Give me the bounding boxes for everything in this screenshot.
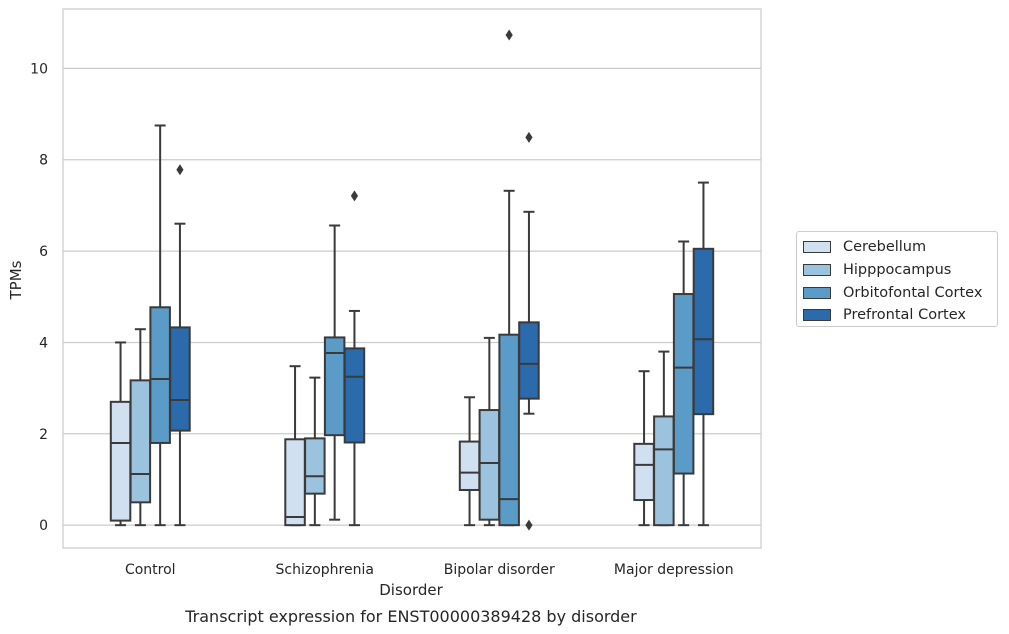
iqr-box	[672, 293, 695, 475]
legend-label: Orbitofontal Cortex	[843, 284, 983, 301]
iqr-box	[518, 321, 540, 400]
outlier-point	[525, 131, 533, 143]
legend: Cerebellum Hipppocampus Orbitofontal Corte…	[796, 231, 998, 327]
iqr-box	[692, 247, 715, 416]
iqr-box	[458, 440, 481, 491]
legend-label: Hipppocampus	[843, 262, 952, 279]
outlier-point	[350, 190, 359, 202]
x-tick-label: Control	[125, 562, 176, 578]
legend-item: Orbitofontal Cortex	[803, 281, 997, 304]
box-hipppocampus	[129, 328, 152, 527]
box-prefrontal-cortex	[518, 131, 540, 531]
chart-caption: Transcript expression for ENST0000038942…	[184, 607, 637, 626]
box-cerebellum	[109, 341, 132, 527]
y-tick-label: 0	[39, 518, 48, 534]
legend-item: Prefrontal Cortex	[803, 304, 997, 327]
y-tick-label: 6	[39, 244, 48, 260]
box-orbitofontal-cortex	[498, 29, 520, 527]
iqr-box	[343, 347, 366, 444]
iqr-box	[169, 326, 191, 432]
iqr-box	[633, 442, 655, 502]
legend-swatch	[803, 286, 831, 299]
box-prefrontal-cortex	[169, 164, 191, 527]
legend-swatch	[803, 309, 831, 322]
box-series	[109, 29, 715, 531]
iqr-box	[109, 400, 132, 522]
legend-item: Cerebellum	[803, 236, 997, 259]
iqr-box	[149, 306, 171, 444]
y-axis-ticks: 0 2 4 6 8 10	[30, 61, 48, 534]
y-tick-label: 2	[39, 427, 48, 443]
y-tick-label: 10	[30, 61, 48, 77]
iqr-box	[498, 333, 520, 527]
legend-item: Hipppocampus	[803, 259, 997, 282]
x-axis-ticks: Control Schizophrenia Bipolar disorder Majo…	[125, 562, 734, 578]
x-tick-label: Bipolar disorder	[444, 562, 555, 578]
box-orbitofontal-cortex	[672, 240, 695, 527]
iqr-box	[653, 415, 675, 527]
iqr-box	[129, 379, 152, 504]
legend-label: Prefrontal Cortex	[843, 307, 966, 324]
y-tick-label: 8	[39, 153, 48, 169]
box-cerebellum	[633, 370, 655, 527]
box-orbitofontal-cortex	[323, 224, 346, 521]
iqr-box	[284, 438, 306, 527]
iqr-box	[304, 437, 326, 495]
x-axis-label: Disorder	[379, 581, 443, 599]
box-hipppocampus	[304, 376, 326, 527]
x-tick-label: Schizophrenia	[276, 562, 374, 578]
box-hipppocampus	[478, 336, 501, 527]
legend-label: Cerebellum	[843, 239, 927, 256]
y-axis-label: TPMs	[7, 260, 25, 300]
box-prefrontal-cortex	[692, 181, 715, 527]
legend-swatch	[803, 241, 831, 254]
plot-area-frame	[62, 8, 762, 549]
box-prefrontal-cortex	[343, 190, 366, 527]
box-orbitofontal-cortex	[149, 124, 171, 527]
x-tick-label: Major depression	[614, 562, 734, 578]
outlier-point	[176, 164, 184, 176]
outlier-point	[525, 519, 533, 531]
outlier-point	[505, 29, 513, 41]
box-cerebellum	[458, 396, 481, 527]
box-cerebellum	[284, 365, 306, 527]
legend-swatch	[803, 264, 831, 277]
y-tick-label: 4	[39, 335, 48, 351]
box-hipppocampus	[653, 350, 675, 527]
iqr-box	[478, 409, 501, 521]
